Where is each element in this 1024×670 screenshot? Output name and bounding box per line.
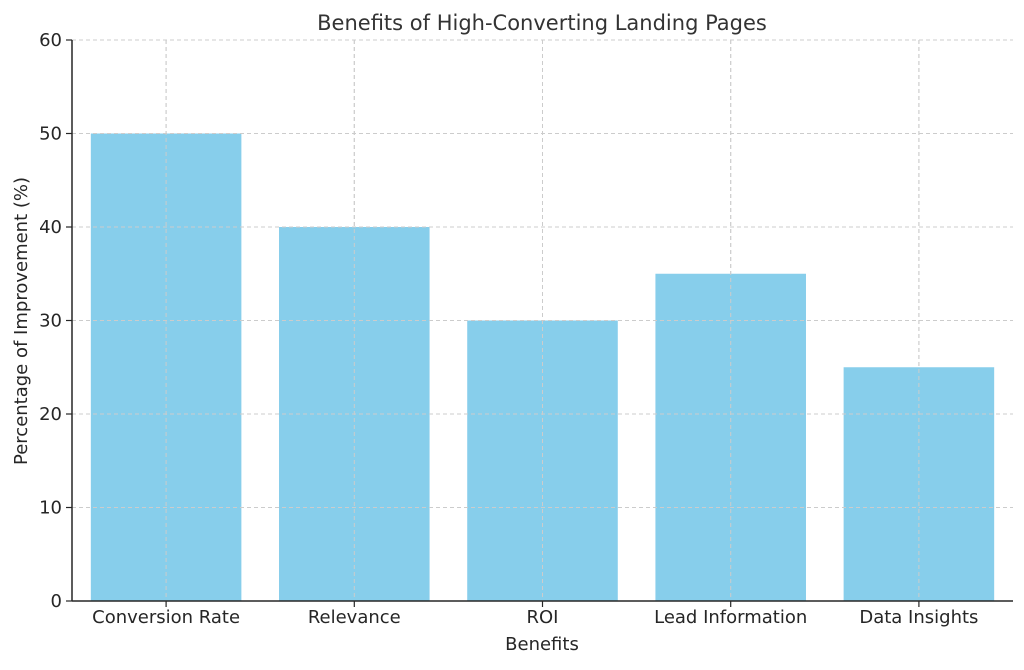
y-tick-label: 60 (39, 30, 62, 51)
y-tick-label: 40 (39, 217, 62, 238)
chart-title: Benefits of High-Converting Landing Page… (317, 11, 767, 35)
y-axis-title: Percentage of Improvement (%) (11, 177, 32, 465)
x-tick-label: ROI (527, 607, 559, 628)
y-tick-label: 20 (39, 404, 62, 425)
x-tick-label: Lead Information (654, 607, 807, 628)
x-tick-label: Relevance (308, 607, 401, 628)
y-tick-label: 10 (39, 498, 62, 519)
y-tick-label: 30 (39, 311, 62, 332)
x-tick-label: Data Insights (859, 607, 978, 628)
x-tick-label: Conversion Rate (92, 607, 240, 628)
y-tick-label: 0 (51, 591, 62, 612)
x-axis-title: Benefits (505, 634, 579, 655)
ticks-layer: 0 10 20 30 40 50 60 Conversion Rate Relevance ROI… (39, 30, 978, 628)
y-tick-label: 50 (39, 124, 62, 145)
